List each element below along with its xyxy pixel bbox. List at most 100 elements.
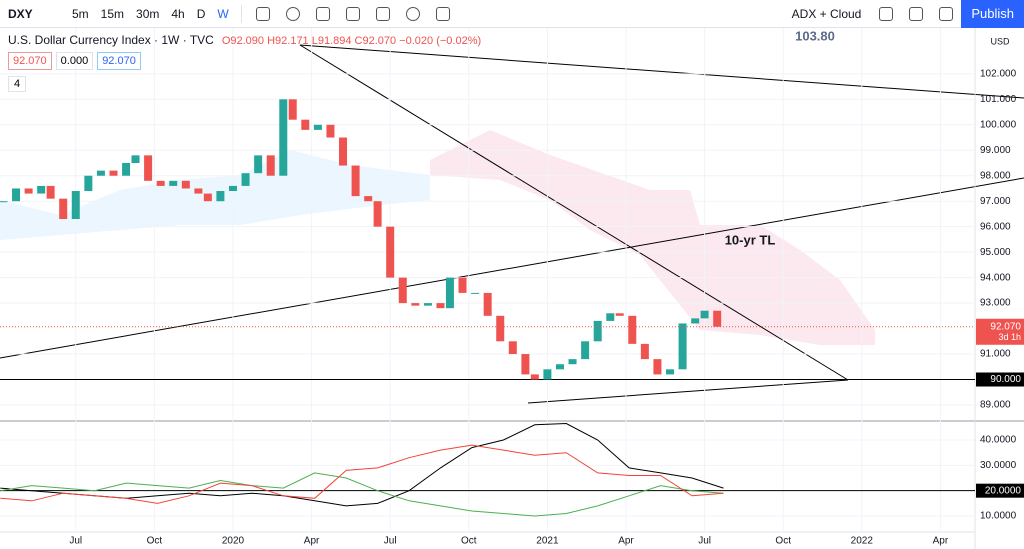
y-tick-label: 40.0000 [980,435,1017,446]
x-tick-label: Jul [384,536,397,547]
candle [530,374,539,380]
candle [713,310,722,327]
interval[interactable]: 15m [100,6,125,21]
candle [666,369,675,375]
cloud-bearish [430,130,875,345]
interval[interactable]: W [217,6,229,21]
replay-button[interactable] [435,6,450,21]
cloud-bullish [0,150,430,240]
x-tick-label: Apr [933,536,949,547]
candle [169,180,178,186]
candle [364,196,373,202]
x-tick-label: Apr [618,536,634,547]
candle [326,124,335,138]
y-tick-label: 99.000 [980,145,1011,156]
publish-button[interactable]: Publish [961,0,1024,28]
candle [483,292,492,316]
y-tick-label: 95.000 [980,247,1011,258]
legend: U.S. Dollar Currency Index · 1W · TVC O92… [8,33,481,47]
price-tag-label: 20.0000 [985,485,1022,496]
candle [628,315,637,344]
compare-button[interactable] [345,6,360,21]
candle [203,193,212,202]
indicator-line [0,444,724,504]
candle [471,292,480,294]
currency: USD [990,36,1010,46]
y-tick-label: 91.000 [980,349,1011,360]
x-tick-label: Jul [698,536,711,547]
candle [615,313,624,316]
indicator-count[interactable]: 4 [8,76,27,92]
price-tag-label: 90.000 [990,374,1021,385]
candle [351,165,360,197]
candle [122,162,131,176]
candle [46,185,55,199]
y-tick-label: 102.000 [980,68,1017,79]
x-tick-label: Jul [69,536,82,547]
annotation: 103.80 [795,28,835,43]
candle [96,170,105,176]
x-tick-label: 2022 [851,536,874,547]
y-tick-label: 30.0000 [980,460,1017,471]
separator [240,4,242,23]
indicator-line [0,472,724,517]
y-tick-label: 97.000 [980,196,1011,207]
candle [181,180,190,189]
badge: 0.000 [55,52,94,70]
candle [144,155,153,181]
candle [445,277,454,309]
candle [288,99,297,120]
y-tick-label: 98.000 [980,170,1011,181]
interval[interactable]: D [196,6,206,21]
price-tag [976,483,1024,498]
settings-button[interactable] [879,6,894,21]
candle [279,99,288,176]
candle [700,310,709,319]
indicator-button[interactable] [285,6,300,21]
candle [266,155,275,176]
candle [458,277,467,293]
y-tick-label: 10.0000 [980,511,1017,522]
template-button[interactable] [375,6,390,21]
candle [313,124,322,130]
candle [568,359,577,365]
y-tick-label: 94.000 [980,272,1011,283]
trend-line [527,379,849,404]
y-tick-label: 101.000 [980,94,1017,105]
candle [373,201,382,227]
alert-button[interactable] [405,6,420,21]
candle [653,359,662,375]
legend-badges: 92.070 0.000 92.070 [8,52,141,70]
trend-line [0,177,1024,359]
last-price-label: 92.070 [990,321,1021,332]
candle [254,155,263,174]
x-tick-label: Oct [461,536,477,547]
x-tick-label: Apr [304,536,320,547]
candle [496,315,505,342]
candle [678,323,687,370]
y-tick-label: 100.000 [980,119,1017,130]
interval[interactable]: 30m [136,6,160,21]
y-tick-label: 89.000 [980,400,1011,411]
function-button[interactable] [315,6,330,21]
candle [606,313,615,321]
price-tag [976,372,1024,387]
candle [640,343,649,360]
chart-style-button[interactable] [255,6,270,21]
fullscreen-button[interactable] [909,6,924,21]
candle [691,318,700,324]
candle [194,188,203,194]
interval[interactable]: 5m [72,6,89,21]
candle [59,198,68,220]
layout-name[interactable]: ADX + Cloud [791,6,862,21]
symbol[interactable]: DXY [8,6,33,21]
trend-line [299,44,1024,99]
candle [109,170,118,176]
candle [216,191,225,202]
snapshot-button[interactable] [939,6,954,21]
trend-line [299,44,849,381]
candle [593,320,602,342]
interval[interactable]: 4h [171,6,185,21]
